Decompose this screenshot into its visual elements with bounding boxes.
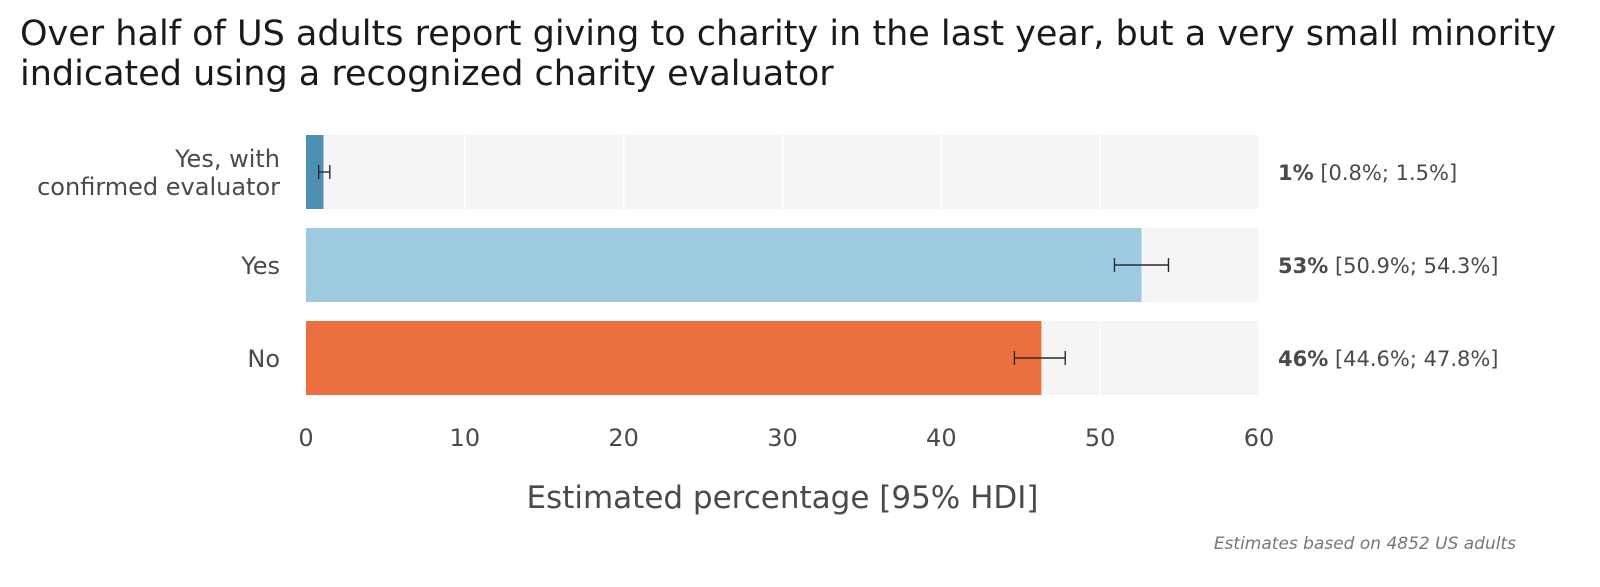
bar-1 bbox=[306, 135, 324, 209]
data-label-interval: [50.9%; 54.3%] bbox=[1328, 254, 1498, 278]
x-tick-label-30: 30 bbox=[767, 424, 798, 452]
data-label-interval: [0.8%; 1.5%] bbox=[1314, 161, 1458, 185]
data-label-interval: [44.6%; 47.8%] bbox=[1328, 347, 1498, 371]
chart-title-line-1: Over half of US adults report giving to … bbox=[20, 14, 1557, 54]
sample-size-caption: Estimates based on 4852 US adults bbox=[1213, 534, 1516, 554]
x-tick-label-10: 10 bbox=[450, 424, 481, 452]
data-label-3: 46% [44.6%; 47.8%] bbox=[1278, 347, 1499, 371]
category-label-3: No bbox=[247, 345, 280, 373]
data-label-value: 1% bbox=[1278, 161, 1314, 185]
category-label-2: Yes bbox=[240, 252, 280, 280]
x-tick-label-20: 20 bbox=[608, 424, 639, 452]
bar-3 bbox=[306, 321, 1042, 395]
x-tick-label-40: 40 bbox=[926, 424, 957, 452]
data-label-2: 53% [50.9%; 54.3%] bbox=[1278, 254, 1499, 278]
x-axis-title: Estimated percentage [95% HDI] bbox=[526, 480, 1038, 516]
data-label-value: 53% bbox=[1278, 254, 1328, 278]
x-tick-label-50: 50 bbox=[1085, 424, 1116, 452]
data-label-1: 1% [0.8%; 1.5%] bbox=[1278, 161, 1457, 185]
data-label-value: 46% bbox=[1278, 347, 1328, 371]
category-label-1: Yes, with bbox=[174, 145, 280, 173]
chart-title: Over half of US adults report giving to … bbox=[20, 14, 1580, 94]
chart-title-line-2: indicated using a recognized charity eva… bbox=[20, 54, 834, 94]
bar-2 bbox=[306, 228, 1142, 302]
category-label-1: confirmed evaluator bbox=[37, 173, 280, 201]
x-tick-label-60: 60 bbox=[1244, 424, 1275, 452]
x-tick-label-0: 0 bbox=[298, 424, 313, 452]
